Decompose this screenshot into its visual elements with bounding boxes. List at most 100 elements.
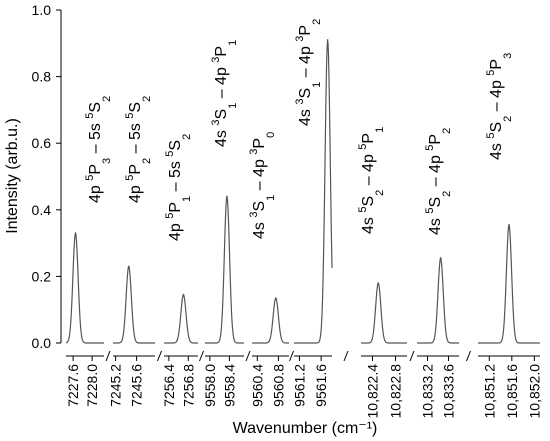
label-text: 4s: [297, 105, 314, 126]
label-superscript: 3: [210, 57, 222, 63]
y-tick-label: 0.4: [32, 202, 52, 218]
label-text: P: [427, 134, 444, 145]
spectrum-traces: [65, 39, 540, 344]
peak-point: [326, 39, 329, 41]
peak-point: [182, 293, 185, 296]
label-text: 4p: [127, 181, 144, 203]
label-text: P: [127, 164, 144, 175]
label-text: – 5s: [127, 119, 144, 158]
label-text: S: [87, 102, 104, 113]
label-superscript: 5: [424, 208, 436, 214]
x-tick-label: 7228.0: [84, 364, 100, 407]
label-subscript: 1: [227, 103, 239, 109]
spectrum-line: [65, 232, 104, 344]
x-tick-label: 9560.8: [270, 364, 286, 407]
label-subscript: 2: [141, 96, 153, 102]
label-text: P: [167, 202, 184, 213]
label-text: – 4p: [360, 150, 377, 190]
x-tick-label: 10,833.6: [441, 364, 457, 419]
x-tick-label: 9561.6: [313, 364, 329, 407]
x-tick-label: 9560.4: [249, 364, 265, 407]
label-text: P: [251, 138, 268, 149]
axis-break-mark: [157, 350, 162, 362]
peak-point: [274, 297, 277, 299]
label-text: – 4p: [427, 151, 444, 191]
label-superscript: 5: [84, 113, 96, 119]
label-text: – 5s: [87, 119, 104, 158]
spectrum-line: [205, 196, 244, 344]
y-tick-label: 0.0: [32, 335, 52, 351]
label-subscript: 1: [374, 127, 386, 133]
label-text: 4p: [167, 219, 184, 241]
spectrum-line: [361, 282, 407, 344]
label-text: 4s: [213, 126, 230, 147]
label-superscript: 5: [357, 207, 369, 213]
label-text: – 4p: [251, 155, 268, 195]
label-subscript: 2: [101, 96, 113, 102]
peak-point: [508, 223, 510, 226]
label-subscript: 1: [181, 196, 193, 202]
axis-break-mark: [343, 350, 349, 362]
x-tick-label: 7245.2: [108, 364, 124, 407]
label-subscript: 3: [101, 158, 113, 164]
transition-label: 4p 5​P2​ – 5s 5​S2​: [124, 96, 153, 203]
label-text: P: [488, 59, 505, 70]
axis-break-mark: [199, 350, 204, 362]
x-tick-label: 10,852.0: [526, 364, 542, 419]
transition-label: 4s 5​S2​ – 4p 5​P2​: [424, 128, 453, 235]
peak-point: [74, 232, 77, 234]
label-subscript: 1: [227, 40, 239, 46]
x-tick-label: 10,833.2: [420, 364, 436, 419]
transition-label: 4s 3​S1​ – 4p 3​P1​: [210, 40, 239, 147]
label-text: 4s: [360, 213, 377, 234]
x-tick-label: 10,851.2: [481, 364, 497, 419]
label-text: S: [213, 109, 230, 120]
label-text: – 4p: [297, 42, 314, 82]
axis-break-mark: [105, 350, 111, 362]
x-axis-title: Wavenumber (cm⁻¹): [233, 420, 378, 437]
x-tick-label: 10,822.4: [365, 364, 381, 419]
y-ticks: 0.0 0.2 0.4 0.6 0.8 1.0: [32, 2, 61, 351]
label-text: 4p: [87, 181, 104, 203]
label-superscript: 5: [84, 175, 96, 181]
label-text: S: [251, 201, 268, 212]
x-tick-label: 10,851.6: [504, 364, 520, 419]
axis-break-mark: [245, 350, 251, 362]
label-subscript: 1: [265, 195, 277, 201]
y-tick-label: 0.2: [32, 268, 52, 284]
spectrum-line: [113, 266, 155, 344]
label-text: 4s: [427, 214, 444, 235]
x-tick-label: 7256.4: [161, 364, 177, 407]
label-text: 4s: [488, 139, 505, 160]
label-subscript: 2: [441, 128, 453, 134]
label-subscript: 2: [141, 158, 153, 164]
transition-label: 4p 5​P1​ – 5s 5​S2​: [164, 134, 193, 241]
x-tick-label: 7256.8: [180, 364, 196, 407]
label-text: S: [488, 122, 505, 133]
label-text: S: [297, 88, 314, 99]
label-superscript: 3: [294, 99, 306, 105]
label-superscript: 5: [164, 151, 176, 157]
label-subscript: 0: [265, 132, 277, 138]
label-text: P: [297, 25, 314, 36]
label-superscript: 5: [485, 133, 497, 139]
peak-point: [226, 195, 228, 198]
label-superscript: 5: [424, 145, 436, 151]
label-text: P: [87, 164, 104, 175]
label-text: – 4p: [488, 76, 505, 116]
label-subscript: 1: [311, 82, 323, 88]
axis-break-mark: [289, 350, 294, 362]
label-subscript: 2: [441, 191, 453, 197]
label-superscript: 3: [248, 149, 260, 155]
spectrum-line: [164, 293, 198, 344]
label-text: S: [167, 140, 184, 151]
y-tick-label: 1.0: [32, 2, 52, 18]
spectrum-line: [294, 40, 333, 344]
label-superscript: 5: [124, 175, 136, 181]
label-text: – 4p: [213, 63, 230, 103]
label-superscript: 3: [248, 212, 260, 218]
transition-label: 4s 3​S1​ – 4p 3​P0​: [248, 132, 277, 239]
x-tick-label: 9561.2: [291, 364, 307, 407]
spectrum-line: [252, 297, 289, 344]
